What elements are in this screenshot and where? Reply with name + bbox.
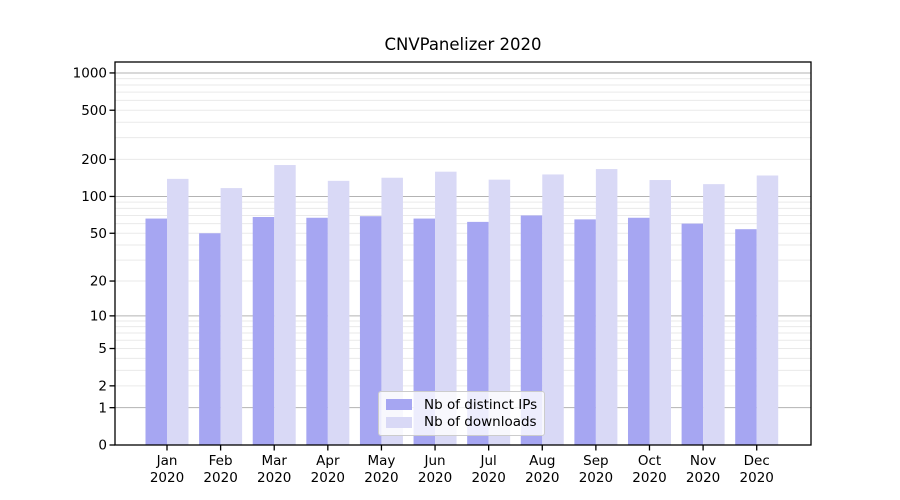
x-tick-label-month-feb: Feb — [209, 453, 233, 469]
x-tick-label-year-sep: 2020 — [579, 470, 613, 486]
y-tick-label-500: 500 — [81, 103, 107, 119]
bar-downloads-may — [381, 177, 403, 445]
x-tick-label-month-may: May — [367, 453, 395, 469]
x-tick-label-month-mar: Mar — [261, 453, 287, 469]
x-tick-label-month-jan: Jan — [156, 453, 178, 469]
legend-item-downloads: Nb of downloads — [386, 414, 540, 430]
y-tick-label-5: 5 — [98, 341, 107, 357]
legend-label-downloads: Nb of downloads — [424, 414, 537, 431]
y-tick-label-20: 20 — [90, 274, 107, 290]
y-tick-label-1: 1 — [98, 400, 107, 416]
y-tick-label-10: 10 — [90, 309, 107, 325]
y-tick-label-200: 200 — [81, 152, 107, 168]
x-tick-label-month-apr: Apr — [316, 453, 340, 469]
plot-frame — [114, 61, 812, 446]
x-tick-label-month-oct: Oct — [638, 453, 661, 469]
bar-distinct-ips-nov — [681, 223, 704, 445]
legend-label-distinct-ips: Nb of distinct IPs — [424, 396, 538, 413]
bar-downloads-nov — [703, 184, 725, 445]
x-tick-label-year-nov: 2020 — [686, 470, 720, 486]
bar-downloads-jun — [435, 171, 457, 445]
bar-distinct-ips-may — [359, 216, 382, 445]
bar-downloads-sep — [595, 169, 618, 445]
x-tick-label-month-dec: Dec — [744, 453, 770, 469]
bar-distinct-ips-feb — [199, 233, 221, 445]
x-tick-label-month-aug: Aug — [529, 453, 555, 469]
legend: Nb of distinct IPs Nb of downloads — [378, 391, 545, 436]
bar-distinct-ips-mar — [252, 216, 275, 445]
bar-distinct-ips-apr — [306, 217, 328, 445]
bar-distinct-ips-oct — [627, 217, 650, 445]
bar-downloads-feb — [220, 188, 243, 446]
y-tick-label-1000: 1000 — [73, 66, 107, 82]
x-tick-label-year-oct: 2020 — [632, 470, 666, 486]
y-tick-label-50: 50 — [90, 226, 107, 242]
bar-distinct-ips-jun — [413, 218, 436, 445]
x-tick-label-year-dec: 2020 — [740, 470, 774, 486]
x-tick-label-year-may: 2020 — [364, 470, 398, 486]
x-tick-label-year-feb: 2020 — [203, 470, 237, 486]
legend-swatch-downloads — [386, 416, 412, 428]
bar-distinct-ips-dec — [735, 229, 757, 445]
x-tick-label-month-nov: Nov — [690, 453, 716, 469]
bar-downloads-jul — [488, 179, 511, 445]
x-tick-label-year-jul: 2020 — [471, 470, 505, 486]
bar-downloads-aug — [542, 174, 564, 445]
x-tick-label-month-jul: Jul — [480, 453, 497, 469]
bar-downloads-apr — [327, 180, 350, 445]
bar-distinct-ips-jan — [145, 218, 167, 445]
x-tick-label-year-mar: 2020 — [257, 470, 291, 486]
chart-title: CNVPanelizer 2020 — [384, 35, 542, 54]
y-tick-label-0: 0 — [98, 438, 107, 454]
bar-downloads-jan — [167, 178, 189, 445]
legend-item-distinct-ips: Nb of distinct IPs — [386, 397, 540, 413]
x-tick-label-month-sep: Sep — [583, 453, 608, 469]
bar-downloads-oct — [649, 180, 671, 446]
y-tick-label-2: 2 — [98, 379, 107, 395]
bar-downloads-mar — [274, 165, 296, 445]
x-tick-label-year-apr: 2020 — [311, 470, 345, 486]
legend-swatch-distinct-ips — [386, 399, 412, 411]
bar-downloads-dec — [756, 175, 779, 445]
bar-distinct-ips-aug — [520, 215, 543, 445]
y-tick-label-100: 100 — [81, 189, 107, 205]
x-tick-label-year-jun: 2020 — [418, 470, 452, 486]
x-tick-label-year-aug: 2020 — [525, 470, 559, 486]
x-tick-label-year-jan: 2020 — [150, 470, 184, 486]
x-tick-label-month-jun: Jun — [424, 453, 446, 469]
bar-distinct-ips-sep — [574, 219, 596, 445]
bar-distinct-ips-jul — [467, 221, 489, 445]
